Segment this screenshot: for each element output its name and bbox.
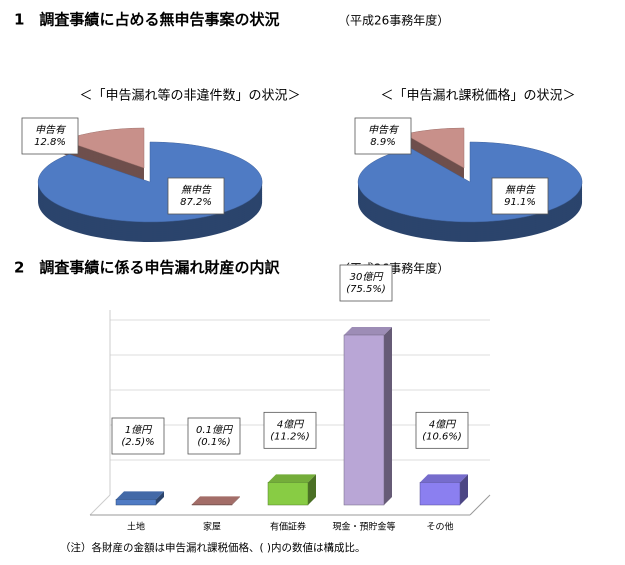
note: （注）各財産の金額は申告漏れ課税価格、( )内の数値は構成比。	[60, 541, 366, 554]
x-tick-label: 有価証券	[270, 521, 306, 533]
data-label-box	[415, 411, 469, 449]
bar	[267, 482, 309, 506]
bar-top	[268, 474, 316, 483]
data-label: 4億円	[277, 418, 305, 430]
data-label-box	[491, 177, 549, 215]
data-label: (11.2%)	[270, 431, 310, 442]
data-label: 0.1億円	[196, 424, 234, 436]
data-label: (10.6%)	[422, 431, 462, 442]
data-label: 無申告	[181, 184, 212, 196]
data-label: 申告有	[368, 124, 400, 136]
data-label: (0.1%)	[197, 437, 230, 448]
bar-side	[460, 474, 468, 505]
x-tick-label: 現金・預貯金等	[332, 521, 395, 533]
data-label: 8.9%	[370, 137, 395, 148]
bar	[419, 482, 461, 506]
chart-title: ＜「申告漏れ等の非違件数」の状況＞	[79, 88, 300, 104]
data-label: 12.8%	[34, 137, 66, 148]
data-label: 申告有	[35, 124, 67, 136]
x-tick-label: その他	[426, 521, 453, 533]
bar	[115, 499, 157, 506]
data-label: 87.2%	[180, 197, 212, 208]
chart-title: ＜「申告漏れ課税価格」の状況＞	[380, 88, 575, 104]
bar-side	[156, 491, 164, 505]
grid-line	[89, 494, 111, 516]
data-label: 無申告	[505, 184, 536, 196]
bar-top	[116, 491, 164, 500]
section-title: 2 調査事績に係る申告漏れ財産の内訳	[14, 259, 280, 277]
data-label-box	[111, 417, 165, 455]
data-label-box	[339, 264, 393, 302]
data-label: 30億円	[350, 271, 385, 283]
data-label: (2.5)%	[121, 437, 154, 448]
data-label-box	[187, 417, 241, 455]
section-subtitle: （平成26事務年度）	[338, 13, 449, 28]
data-label: 1億円	[125, 424, 153, 436]
bar	[191, 504, 233, 506]
data-label: 91.1%	[504, 197, 536, 208]
section-title: 1 調査事績に占める無申告事案の状況	[14, 11, 279, 29]
data-label-box	[167, 177, 225, 215]
bar-side	[308, 474, 316, 505]
bar	[343, 334, 385, 506]
bar-side	[384, 327, 392, 505]
x-tick-label: 土地	[127, 521, 145, 533]
axis-line	[469, 494, 491, 516]
x-tick-label: 家屋	[203, 521, 221, 533]
data-label-box	[354, 117, 412, 155]
bar-side	[232, 496, 240, 505]
bar-top	[192, 496, 240, 505]
data-label: 4億円	[429, 418, 457, 430]
bar-top	[420, 474, 468, 483]
data-label: (75.5%)	[346, 284, 386, 295]
data-label-box	[21, 117, 79, 155]
data-label-box	[263, 411, 317, 449]
bar-top	[344, 327, 392, 335]
